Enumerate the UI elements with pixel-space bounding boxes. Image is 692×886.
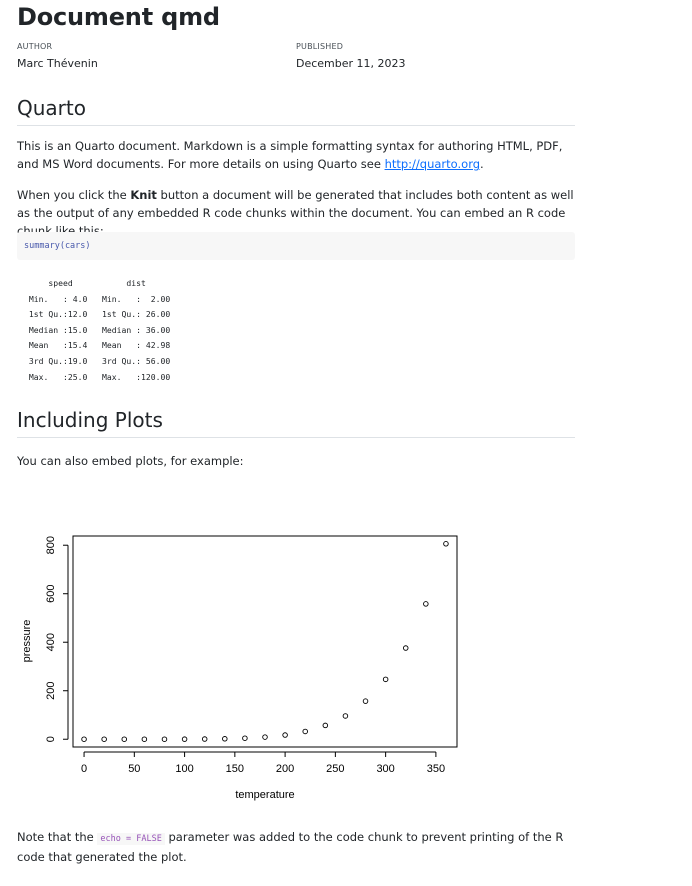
y-tick-label: 600 [45, 585, 57, 603]
data-point [362, 698, 369, 704]
x-tick-label: 350 [427, 763, 445, 775]
code-chunk: summary(cars) [17, 232, 575, 260]
quarto-paragraph-2-start: When you click the [17, 188, 131, 202]
published-label: PUBLISHED [296, 42, 344, 51]
knit-bold: Knit [130, 188, 157, 202]
data-point [423, 601, 429, 607]
data-point [141, 736, 148, 742]
data-point [342, 713, 349, 719]
quarto-paragraph-2: When you click the Knit button a documen… [17, 186, 577, 240]
quarto-paragraph-2-end: button a document will be generated that… [17, 188, 574, 238]
data-point [302, 728, 308, 735]
y-axis-label: pressure [21, 620, 33, 663]
data-point [222, 736, 228, 742]
output-line: Median :15.0 Median : 36.00 [24, 324, 180, 335]
quarto-paragraph-1-end: . [480, 157, 484, 171]
output-line: Max. :25.0 Max. :120.00 [24, 371, 180, 382]
data-point [81, 736, 87, 742]
y-tick-label: 400 [45, 633, 57, 651]
plots-intro: You can also embed plots, for example: [17, 454, 244, 468]
data-point [262, 734, 268, 740]
y-tick-label: 200 [45, 682, 57, 700]
published-date: December 11, 2023 [296, 57, 406, 70]
quarto-paragraph-1-text: This is an Quarto document. Markdown is … [17, 139, 563, 171]
plots-note-start: Note that the [17, 830, 98, 844]
data-point [282, 732, 288, 738]
data-point [201, 736, 208, 742]
section-heading-plots: Including Plots [17, 408, 575, 438]
code-chunk-source: summary(cars) [24, 241, 91, 251]
x-tick-label: 50 [128, 763, 140, 775]
data-point [161, 736, 168, 742]
plots-note: Note that the echo = FALSE parameter was… [17, 828, 577, 866]
x-tick-label: 300 [376, 763, 394, 775]
data-point [181, 736, 188, 742]
author-label: AUTHOR [17, 42, 53, 51]
output-line: 1st Qu.:12.0 1st Qu.: 26.00 [24, 309, 180, 320]
output-line: Min. : 4.0 Min. : 2.00 [24, 293, 180, 304]
plot-frame [72, 535, 458, 748]
document-title: Document qmd [17, 3, 220, 31]
quarto-link[interactable]: http://quarto.org [384, 157, 481, 171]
plots-note-end: parameter was added to the code chunk to… [17, 830, 564, 864]
published-block: PUBLISHED December 11, 2023 [296, 42, 406, 70]
x-tick-label: 0 [81, 763, 87, 775]
data-point [402, 645, 409, 651]
x-tick-label: 100 [175, 763, 193, 775]
code-output: speed dist Min. : 4.0 Min. : 2.00 1st Qu… [24, 276, 180, 385]
author-name: Marc Thévenin [17, 57, 98, 70]
data-point [382, 676, 389, 683]
quarto-paragraph-1: This is an Quarto document. Markdown is … [17, 137, 577, 173]
author-block: AUTHOR Marc Thévenin [17, 42, 98, 70]
output-line: 3rd Qu.:19.0 3rd Qu.: 56.00 [24, 355, 180, 366]
data-point [121, 736, 128, 742]
x-tick-label: 250 [326, 763, 344, 775]
y-tick-label: 0 [45, 736, 57, 742]
section-heading-quarto: Quarto [17, 96, 575, 126]
data-point [242, 735, 248, 741]
x-tick-label: 150 [226, 763, 244, 775]
data-point [322, 722, 329, 729]
data-point [101, 736, 107, 742]
echo-false-code: echo = FALSE [97, 833, 165, 845]
output-line: Mean :15.4 Mean : 42.98 [24, 340, 180, 351]
x-axis-label: temperature [235, 789, 294, 801]
data-point [443, 541, 449, 547]
output-line: speed dist [24, 278, 180, 288]
y-tick-label: 800 [45, 536, 57, 554]
x-tick-label: 200 [276, 763, 294, 775]
